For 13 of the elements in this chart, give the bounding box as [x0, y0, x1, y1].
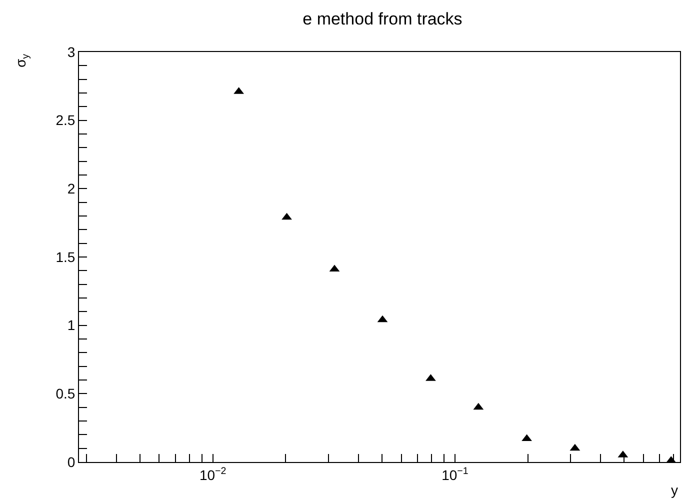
y-tick-label: 3 [67, 44, 76, 60]
point [522, 434, 532, 442]
point [282, 212, 292, 220]
x-tick-label: 10$^{−1}$ [442, 466, 468, 483]
x-axis-title: y [671, 482, 678, 498]
y-tick-label: 0 [67, 454, 76, 470]
y-tick-label: 0.5 [56, 386, 76, 402]
y-tick-label: 2 [67, 180, 76, 197]
y-tick-label: 2.5 [56, 112, 76, 128]
chart-title: e method from tracks [302, 9, 462, 28]
x-tick-label: 10$^{−2}$ [199, 466, 226, 483]
y-tick-label: 1 [67, 317, 76, 334]
y-tick-label: 1.5 [56, 248, 76, 265]
